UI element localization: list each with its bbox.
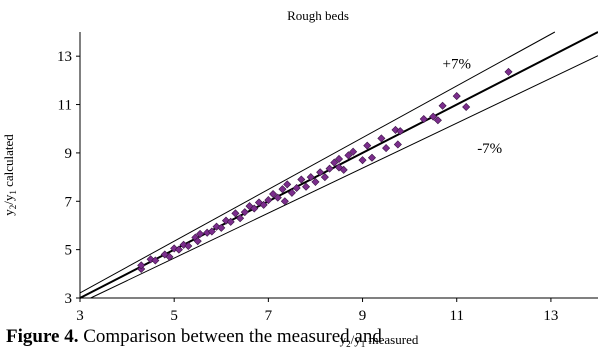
data-point [344, 151, 353, 160]
data-point [433, 116, 442, 125]
data-point [382, 144, 391, 153]
caption-text: Comparison between the measured and [78, 326, 382, 347]
y-tick-label: 7 [65, 194, 73, 210]
data-point [231, 209, 240, 218]
data-point [280, 197, 289, 206]
x-tick-label: 3 [76, 308, 84, 324]
data-point [462, 102, 471, 111]
upper-bound-label: +7% [442, 56, 470, 72]
data-point [377, 134, 386, 143]
data-point [316, 168, 325, 177]
data-point [193, 237, 202, 246]
bound-labels: +7% -7% [442, 56, 502, 157]
data-point [273, 193, 282, 202]
y-tick-label: 5 [65, 243, 73, 259]
y-tick-label: 3 [65, 291, 73, 307]
data-point [339, 165, 348, 174]
data-point [264, 196, 273, 205]
data-point [393, 140, 402, 149]
data-point [292, 183, 301, 192]
data-point [320, 173, 329, 182]
data-point [419, 115, 428, 124]
data-point [367, 153, 376, 162]
y-tick-label: 9 [65, 146, 73, 162]
data-point [184, 241, 193, 251]
x-tick-label: 11 [450, 308, 464, 324]
data-point [165, 252, 174, 261]
data-point [240, 208, 249, 217]
data-point [226, 217, 235, 226]
data-point [504, 67, 513, 76]
data-points [137, 67, 513, 274]
data-point [306, 173, 315, 182]
figure-caption: Figure 4. Comparison between the measure… [6, 326, 382, 348]
data-point [137, 261, 146, 270]
data-point [311, 177, 320, 186]
x-tick-label: 5 [170, 308, 178, 324]
upper-bound-line [79, 31, 556, 294]
x-tick-label: 13 [543, 308, 558, 324]
data-point [297, 175, 306, 184]
axes: 3 5 7 9 11 13 3 5 7 9 11 13 [57, 32, 598, 324]
data-point [174, 245, 183, 254]
data-point [151, 256, 160, 265]
data-point [334, 154, 344, 163]
y-tick-label: 11 [58, 98, 72, 114]
data-point [349, 147, 358, 156]
data-point [396, 127, 405, 136]
data-point [358, 156, 367, 165]
data-point [283, 180, 292, 189]
x-axis-label: y2/y1 measured [340, 332, 419, 349]
y-axis-label: y2/y1 calculated [1, 134, 18, 216]
data-point [250, 204, 259, 213]
data-point [278, 185, 287, 194]
data-point [207, 227, 216, 236]
x-tick-label: 9 [359, 308, 367, 324]
chart-title: Rough beds [287, 8, 349, 23]
data-point [236, 214, 245, 223]
data-point [259, 200, 268, 209]
data-point [302, 182, 311, 191]
data-point [269, 189, 278, 199]
data-point [429, 112, 438, 121]
lower-bound-line [90, 55, 598, 299]
caption-label: Figure 4. [6, 326, 79, 347]
data-point [146, 255, 155, 264]
lower-bound-label: -7% [477, 141, 502, 157]
data-point [438, 101, 447, 110]
y-tick-label: 13 [57, 49, 72, 65]
data-point [325, 164, 334, 173]
x-tick-label: 7 [265, 308, 273, 324]
data-point [217, 223, 226, 232]
data-point [330, 158, 339, 167]
data-point [363, 141, 372, 150]
data-point [452, 92, 461, 101]
data-point [196, 229, 205, 238]
data-point [287, 188, 296, 197]
